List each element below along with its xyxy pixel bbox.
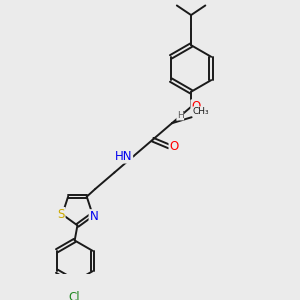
- Text: H: H: [177, 111, 184, 120]
- Text: S: S: [57, 208, 64, 221]
- Text: N: N: [89, 210, 98, 223]
- Text: CH₃: CH₃: [193, 107, 210, 116]
- Text: O: O: [169, 140, 179, 153]
- Text: O: O: [191, 100, 201, 113]
- Text: Cl: Cl: [69, 291, 80, 300]
- Text: HN: HN: [115, 150, 132, 163]
